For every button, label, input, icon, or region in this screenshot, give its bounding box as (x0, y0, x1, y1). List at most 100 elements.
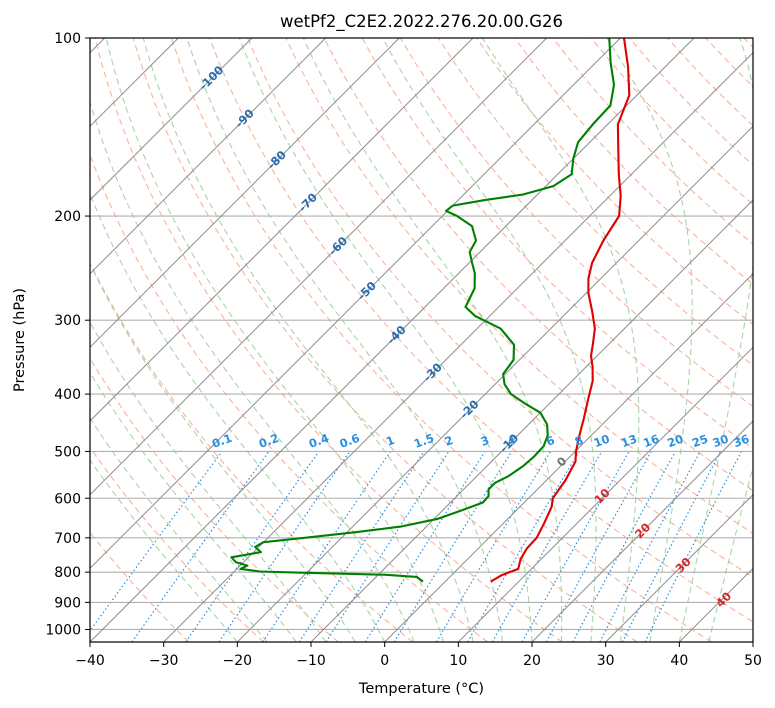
moist-adiabat-label: 40 (713, 589, 734, 610)
dry-adiabat-line (90, 153, 488, 642)
moist-adiabat-line (105, 38, 445, 642)
mixing-ratio-label: 8 (573, 433, 585, 449)
mixing-ratio-label: 3 (479, 433, 491, 449)
isotherm-line (310, 199, 753, 642)
x-tick-label: 40 (670, 653, 688, 669)
mixing-ratio-label: 30 (711, 432, 731, 451)
mixing-ratio-line (644, 451, 743, 642)
y-tick-label: 500 (54, 444, 81, 460)
dry-adiabat-line (514, 38, 753, 285)
dry-adiabat-line (743, 38, 753, 49)
y-tick-label: 900 (54, 595, 81, 611)
isotherm-line (752, 641, 753, 642)
dry-adiabat-line (90, 446, 264, 642)
moist-adiabat-line (606, 38, 693, 642)
moist-adiabat-line (481, 38, 640, 642)
moist-adiabat-line (90, 459, 238, 642)
y-tick-label: 800 (54, 565, 81, 581)
mixing-ratio-line (185, 451, 320, 642)
moist-adiabat-line (90, 262, 356, 642)
moist-adiabat-line (708, 465, 753, 642)
moist-adiabat-line (142, 38, 474, 642)
x-tick-label: 50 (744, 653, 762, 669)
dry-adiabat-line (437, 38, 753, 366)
moist-adiabat-line (302, 38, 563, 642)
mixing-ratio-label: 0.2 (257, 431, 281, 451)
moist-adiabat-line (90, 321, 327, 642)
isotherm-line (90, 38, 621, 570)
dry-adiabat-line (552, 38, 753, 245)
mixing-ratio-label: 0.1 (210, 431, 234, 451)
mixing-ratio-line (218, 451, 351, 642)
isotherm-line (90, 38, 253, 201)
x-axis-label: Temperature (°C) (358, 681, 484, 697)
dry-adiabat-line (90, 261, 414, 642)
x-tick-label: −20 (223, 653, 253, 669)
dry-adiabat-line (666, 38, 753, 127)
chart-title: wetPf2_C2E2.2022.276.20.00.G26 (280, 12, 563, 32)
isotherm-line (605, 493, 753, 642)
mixing-ratio-line (325, 451, 450, 642)
x-tick-label: −10 (296, 653, 326, 669)
y-tick-label: 700 (54, 531, 81, 547)
mixing-ratio-label: 1 (384, 433, 396, 449)
moist-adiabat-line (238, 38, 533, 642)
isotherm-label: -50 (354, 279, 379, 304)
moist-adiabat-label: 0 (554, 454, 570, 470)
mixing-ratio-label: 36 (731, 432, 751, 451)
mixing-ratio-label: 0.4 (307, 431, 331, 451)
isotherm-line (90, 38, 695, 642)
mixing-ratio-line (262, 451, 391, 642)
x-tick-label: 10 (449, 653, 467, 669)
dry-adiabat-line (170, 38, 712, 642)
dry-adiabat-line (247, 38, 753, 578)
dry-adiabat-line (90, 531, 190, 642)
moist-adiabat-line (382, 38, 597, 642)
isotherm-line (531, 420, 753, 642)
isotherm-line (90, 38, 548, 496)
axes: −40 −30 −20 −10 0 10 20 30 40 5010020030040050060… (45, 31, 762, 669)
x-tick-label: 20 (523, 653, 541, 669)
moist-adiabat-line (90, 192, 386, 642)
y-tick-label: 200 (54, 209, 81, 225)
y-tick-label: 400 (54, 387, 81, 403)
mixing-ratio-label: 10 (592, 432, 612, 451)
mixing-ratio-label: 16 (641, 432, 661, 451)
isotherm-line (678, 567, 753, 642)
isotherm-line (90, 38, 474, 422)
series-layer (230, 38, 631, 583)
mixing-ratio-label: 0.6 (338, 431, 362, 451)
moist-adiabat-line (90, 371, 297, 642)
isotherm-line (90, 38, 327, 275)
mixing-ratio-line (393, 451, 513, 642)
x-tick-label: −30 (149, 653, 179, 669)
dry-adiabat-line (323, 38, 753, 492)
mixing-ratio-label: 6 (544, 433, 556, 449)
y-tick-label: 1000 (45, 622, 81, 638)
moist-adiabat-line (186, 38, 504, 642)
isotherm-line (384, 272, 753, 642)
moist-adiabat-line (678, 38, 753, 642)
plot-frame (89, 37, 754, 643)
isotherm-line (236, 125, 753, 642)
dry-adiabat-line (476, 38, 753, 326)
dry-adiabat-line (90, 357, 339, 642)
y-tick-label: 100 (54, 31, 81, 47)
x-tick-label: 0 (380, 653, 389, 669)
mixing-ratio-label: 13 (619, 432, 639, 451)
mixing-ratio-label: 2 (443, 433, 455, 449)
x-tick-label: −40 (75, 653, 105, 669)
mixing-ratio-label: 1.5 (412, 431, 436, 451)
isotherm-line (163, 51, 753, 642)
dry-adiabat-line (705, 38, 753, 88)
mixing-ratio-line (599, 451, 701, 642)
isotherm-line (457, 346, 753, 642)
y-tick-label: 300 (54, 313, 81, 329)
y-axis-label: Pressure (hPa) (12, 288, 28, 392)
mixing-ratio-line (364, 451, 486, 642)
background-lines (90, 38, 753, 642)
x-tick-label: 30 (597, 653, 615, 669)
mixing-ratio-line (545, 451, 652, 642)
mixing-ratio-line (521, 451, 630, 642)
